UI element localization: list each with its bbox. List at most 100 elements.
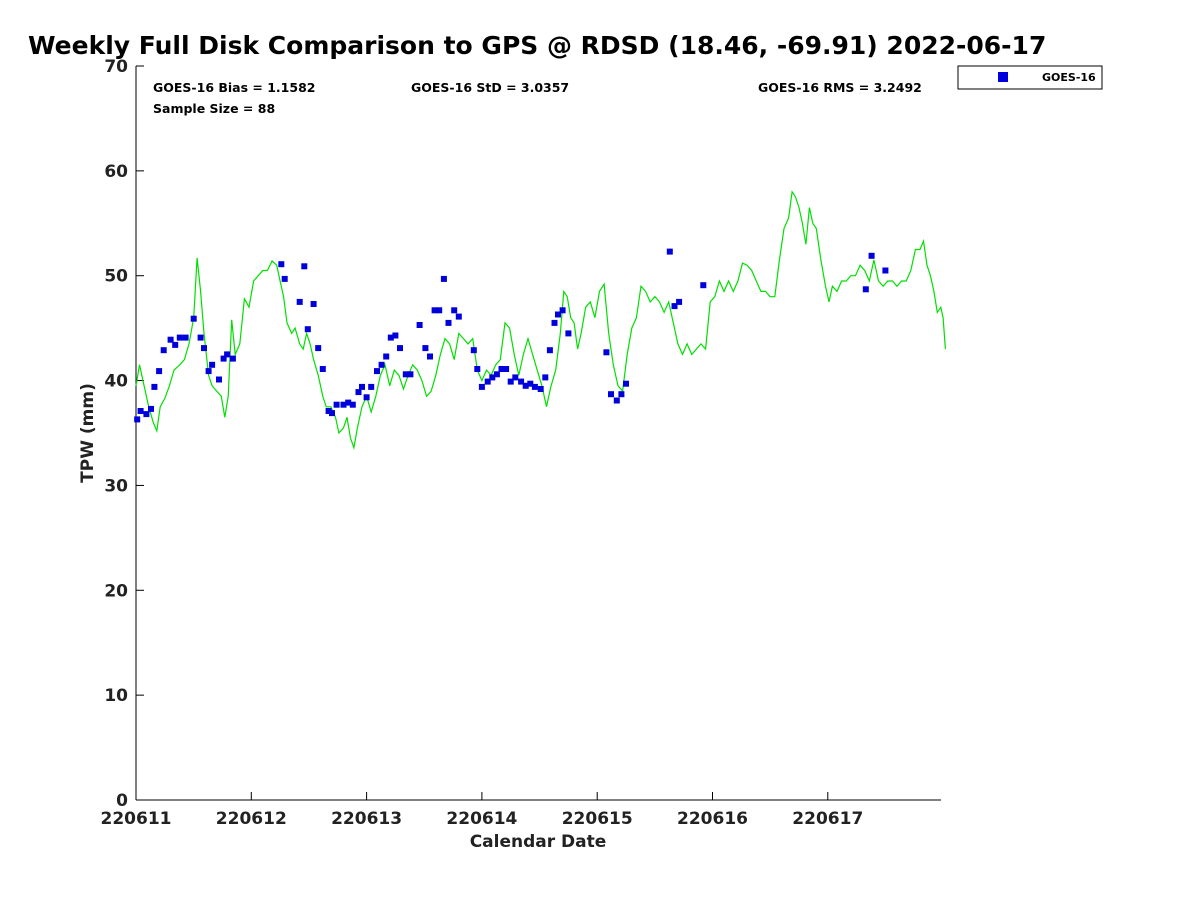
goes16-point <box>224 351 231 358</box>
goes16-point <box>387 334 394 341</box>
goes16-point <box>333 401 340 408</box>
goes16-point <box>216 376 222 383</box>
goes16-point <box>527 380 534 387</box>
std-stat: GOES-16 StD = 3.0357 <box>411 80 569 95</box>
goes16-point <box>474 366 481 372</box>
goes16-point <box>671 303 678 310</box>
goes16-point <box>325 408 332 414</box>
goes16-point <box>868 252 875 259</box>
goes16-point <box>416 322 423 328</box>
goes16-point <box>197 334 204 341</box>
goes16-point <box>623 380 629 387</box>
goes16-point <box>182 334 189 341</box>
x-axis-ticks: 220611 220612 220613 220614 220615 220616 2206… <box>101 792 863 829</box>
sample-size-stat: Sample Size = 88 <box>153 101 275 116</box>
goes16-point <box>546 347 553 354</box>
x-tick-label: 220613 <box>331 809 402 829</box>
goes16-point <box>172 341 179 348</box>
goes16-point <box>436 307 443 314</box>
y-tick-label: 0 <box>116 791 128 811</box>
goes16-point <box>278 261 285 268</box>
goes16-point <box>451 307 458 314</box>
goes16-point <box>167 336 174 343</box>
goes16-point <box>522 382 529 389</box>
goes16-point <box>613 397 620 404</box>
goes16-point <box>618 391 625 398</box>
x-tick-label: 220611 <box>101 809 172 829</box>
goes16-point <box>345 399 352 406</box>
goes16-point <box>507 378 514 385</box>
goes16-point <box>531 383 538 390</box>
goes16-point <box>134 416 141 423</box>
goes16-point <box>281 275 288 282</box>
goes16-point <box>489 374 496 381</box>
goes16-point <box>392 332 399 339</box>
y-tick-label: 10 <box>104 686 128 706</box>
x-axis-label: Calendar Date <box>470 832 607 852</box>
goes16-point <box>329 410 335 417</box>
gps-series-line <box>135 190 946 451</box>
goes16-point <box>700 282 707 289</box>
goes16-point <box>374 368 380 375</box>
goes16-point <box>422 345 429 352</box>
goes16-series-points <box>134 248 889 423</box>
goes16-point <box>310 301 317 307</box>
goes16-point <box>363 394 370 401</box>
goes16-point <box>882 267 889 274</box>
y-axis-ticks: 0 10 20 30 40 50 60 70 <box>104 57 144 811</box>
goes16-point <box>565 330 572 337</box>
goes16-point <box>498 366 505 372</box>
goes16-point <box>137 408 144 414</box>
y-tick-label: 20 <box>104 581 128 601</box>
legend-marker-goes16 <box>998 72 1008 82</box>
y-tick-label: 50 <box>104 267 128 287</box>
plot-area: 0 10 20 30 40 50 60 70 220611 220612 220613 220614… <box>101 57 946 829</box>
y-axis-label: TPW (mm) <box>78 383 98 483</box>
goes16-point <box>349 401 356 408</box>
goes16-point <box>666 248 673 255</box>
rms-stat: GOES-16 RMS = 3.2492 <box>758 80 922 95</box>
goes16-point <box>862 286 869 293</box>
goes16-point <box>470 347 477 354</box>
x-tick-label: 220617 <box>792 809 863 829</box>
goes16-point <box>431 307 438 314</box>
x-tick-label: 220615 <box>562 809 633 829</box>
goes16-point <box>484 378 491 385</box>
goes16-point <box>603 349 610 356</box>
goes16-point <box>160 347 167 354</box>
legend: GOES-16 <box>957 65 1103 90</box>
goes16-point <box>397 345 403 352</box>
goes16-point <box>315 345 322 352</box>
goes16-point <box>427 353 433 360</box>
goes16-point <box>407 371 414 378</box>
goes16-point <box>143 411 150 418</box>
goes16-point <box>220 355 227 362</box>
goes16-point <box>151 383 158 390</box>
legend-label-goes16: GOES-16 <box>1042 71 1096 84</box>
goes16-point <box>359 383 365 390</box>
legend-box <box>957 65 1103 90</box>
goes16-point <box>229 355 236 362</box>
goes16-point <box>148 405 154 412</box>
goes16-point <box>340 401 347 408</box>
goes16-point <box>209 361 216 368</box>
goes16-point <box>205 368 212 375</box>
goes16-point <box>551 319 558 326</box>
goes16-point <box>190 315 197 322</box>
goes16-point <box>201 345 207 352</box>
goes16-point <box>304 326 311 333</box>
y-tick-label: 40 <box>104 372 128 392</box>
goes16-point <box>478 383 485 390</box>
goes16-point <box>301 263 308 270</box>
goes16-point <box>156 368 163 375</box>
y-tick-label: 60 <box>104 162 128 182</box>
goes16-point <box>493 371 500 378</box>
y-tick-label: 30 <box>104 476 128 496</box>
goes16-point <box>537 386 544 392</box>
goes16-point <box>355 389 362 396</box>
goes16-point <box>518 378 525 385</box>
goes16-point <box>503 366 510 372</box>
goes16-point <box>296 298 303 305</box>
